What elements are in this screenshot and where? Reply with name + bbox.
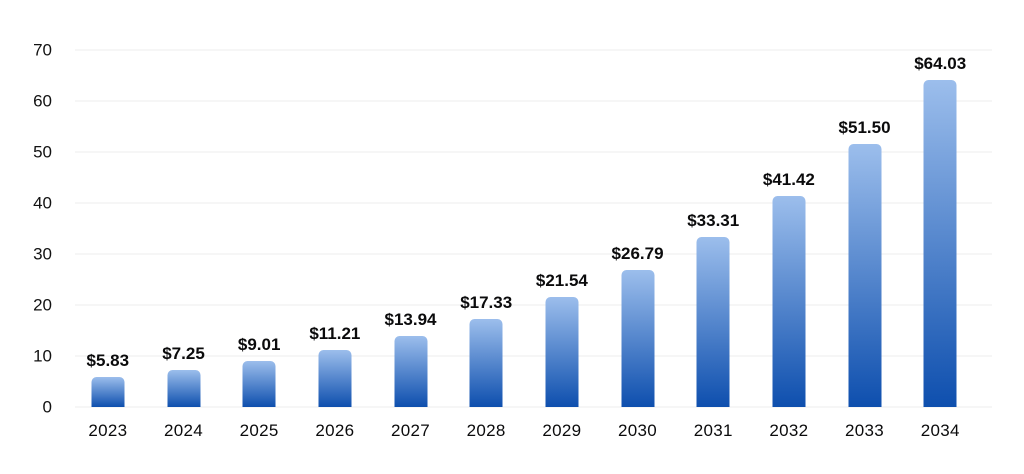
- bar: [242, 361, 276, 407]
- plot-area: 0 10 20 30 40 50 60 70 $5.83 $7.25 $9.01 $11.21 $13…: [33, 42, 992, 416]
- y-tick-label: 20: [33, 295, 52, 315]
- bar-value-label: $7.25: [162, 344, 205, 364]
- bar: [848, 144, 882, 407]
- bar: [167, 370, 200, 407]
- bar-column: $51.50: [827, 50, 903, 407]
- bar-value-label: $41.42: [762, 169, 815, 189]
- bar-value-label: $64.03: [914, 54, 967, 74]
- bar-column: $11.21: [297, 50, 373, 407]
- y-tick-label: 30: [33, 244, 52, 264]
- gridline: [75, 355, 992, 357]
- bars-layer: $5.83 $7.25 $9.01 $11.21 $13.94 $17.33 $21.54 $…: [70, 50, 978, 407]
- x-tick-label: 2028: [466, 421, 506, 440]
- bar-value-label: $33.31: [687, 211, 740, 231]
- y-tick-label: 40: [33, 193, 52, 213]
- x-tick-label: 2032: [769, 421, 809, 440]
- bar-value-label: $17.33: [460, 292, 513, 312]
- gridline: [75, 304, 992, 306]
- gridline: [75, 406, 992, 408]
- bar-column: $26.79: [600, 50, 676, 407]
- bar-column: $33.31: [675, 50, 751, 407]
- gridline: [75, 49, 992, 51]
- gridline: [75, 202, 992, 204]
- gridline: [75, 151, 992, 153]
- x-tick-label: 2027: [391, 421, 431, 440]
- bar-column: $41.42: [751, 50, 827, 407]
- bar: [696, 237, 730, 407]
- bar-value-label: $21.54: [535, 271, 588, 291]
- bar-value-label: $5.83: [86, 351, 130, 371]
- bar-column: $7.25: [146, 50, 222, 407]
- bar: [318, 349, 352, 407]
- x-tick-label: 2034: [920, 421, 960, 440]
- bar: [394, 335, 428, 407]
- bar-column: $13.94: [373, 50, 449, 407]
- bar-value-label: $51.50: [838, 118, 891, 138]
- bar-column: $9.01: [221, 50, 297, 407]
- x-tick-label: 2023: [88, 421, 128, 440]
- bar-column: $21.54: [524, 50, 600, 407]
- bar-column: $64.03: [902, 50, 978, 407]
- y-tick-label: 50: [33, 142, 52, 162]
- bar-value-label: $9.01: [237, 335, 281, 355]
- x-tick-label: 2026: [315, 421, 355, 440]
- y-tick-label: 60: [33, 91, 52, 111]
- bar: [621, 270, 655, 407]
- x-tick-label: 2030: [618, 421, 658, 440]
- gridline: [75, 100, 992, 102]
- bar-column: $17.33: [448, 50, 524, 407]
- x-tick-label: 2029: [542, 421, 582, 440]
- x-tick-label: 2024: [163, 421, 204, 440]
- bar: [545, 297, 579, 407]
- bar: [772, 195, 806, 407]
- y-tick-label: 10: [33, 346, 52, 366]
- x-tick-label: 2031: [693, 421, 733, 440]
- y-tick-label: 0: [42, 397, 52, 417]
- bar: [469, 318, 503, 407]
- bar-value-label: $26.79: [611, 244, 664, 264]
- bar-column: $5.83: [70, 50, 146, 407]
- bar: [91, 377, 125, 407]
- x-tick-label: 2025: [239, 421, 279, 440]
- gridline: [75, 253, 992, 255]
- x-tick-label: 2033: [845, 421, 885, 440]
- bar-value-label: $13.94: [384, 309, 437, 329]
- y-tick-label: 70: [33, 40, 52, 60]
- bar: [923, 80, 957, 407]
- x-axis-tick-labels: 2023 2024 2025 2026 2027 2028 2029 2030 2031 2032…: [70, 421, 978, 441]
- bar-value-label: $11.21: [309, 323, 361, 343]
